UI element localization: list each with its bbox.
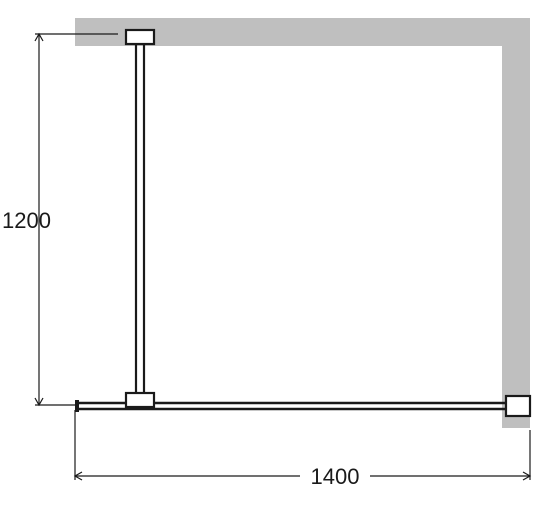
vertical-post	[126, 30, 154, 407]
technical-drawing: 1200 1400	[0, 0, 550, 524]
bracket-right	[502, 18, 530, 428]
height-dimension-label-h: 1200	[2, 208, 51, 233]
width-dimension-label: 1400	[311, 464, 360, 489]
drawing-svg: 1200 1400	[0, 0, 550, 524]
